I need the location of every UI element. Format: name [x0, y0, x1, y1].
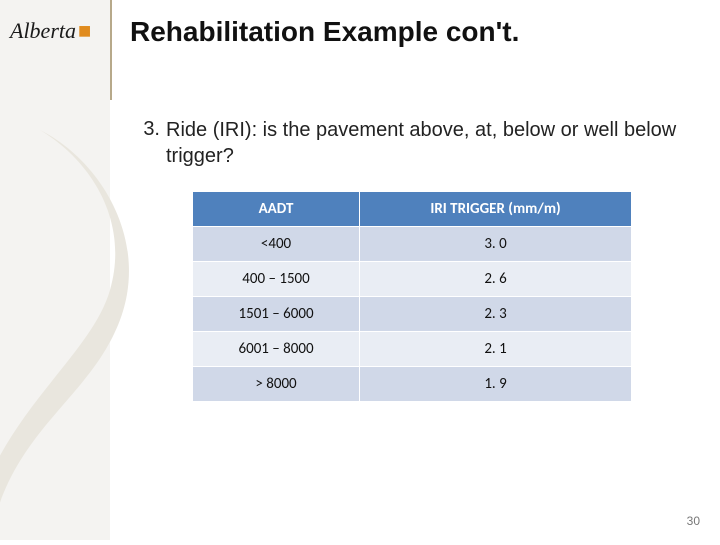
table-cell: <400	[193, 227, 360, 262]
alberta-logo: Alberta■	[10, 18, 91, 44]
table-row: 1501 – 60002. 3	[193, 297, 632, 332]
slide-content: Rehabilitation Example con't. 3. Ride (I…	[130, 16, 692, 520]
table-row: <4003. 0	[193, 227, 632, 262]
list-item-row: 3. Ride (IRI): is the pavement above, at…	[136, 118, 692, 169]
list-item-number: 3.	[136, 118, 160, 169]
table-header-cell: IRI TRIGGER (mm/m)	[360, 192, 632, 227]
slide-number: 30	[687, 514, 700, 528]
table-cell: 6001 – 8000	[193, 332, 360, 367]
vertical-divider	[110, 0, 112, 100]
table-row: 6001 – 80002. 1	[193, 332, 632, 367]
table-row: > 80001. 9	[193, 367, 632, 402]
table-cell: 1. 9	[360, 367, 632, 402]
table-cell: 2. 1	[360, 332, 632, 367]
table-cell: > 8000	[193, 367, 360, 402]
table-cell: 400 – 1500	[193, 262, 360, 297]
table-cell: 2. 3	[360, 297, 632, 332]
list-item: 3. Ride (IRI): is the pavement above, at…	[130, 118, 692, 402]
table-row: 400 – 15002. 6	[193, 262, 632, 297]
slide-title: Rehabilitation Example con't.	[130, 16, 692, 48]
table-header-cell: AADT	[193, 192, 360, 227]
table-header-row: AADT IRI TRIGGER (mm/m)	[193, 192, 632, 227]
table-cell: 2. 6	[360, 262, 632, 297]
table-cell: 3. 0	[360, 227, 632, 262]
iri-trigger-table: AADT IRI TRIGGER (mm/m) <4003. 0400 – 15…	[192, 191, 632, 402]
logo-text: Alberta	[10, 18, 76, 43]
table-cell: 1501 – 6000	[193, 297, 360, 332]
list-item-text: Ride (IRI): is the pavement above, at, b…	[166, 118, 692, 169]
logo-dot-icon: ■	[78, 18, 91, 43]
